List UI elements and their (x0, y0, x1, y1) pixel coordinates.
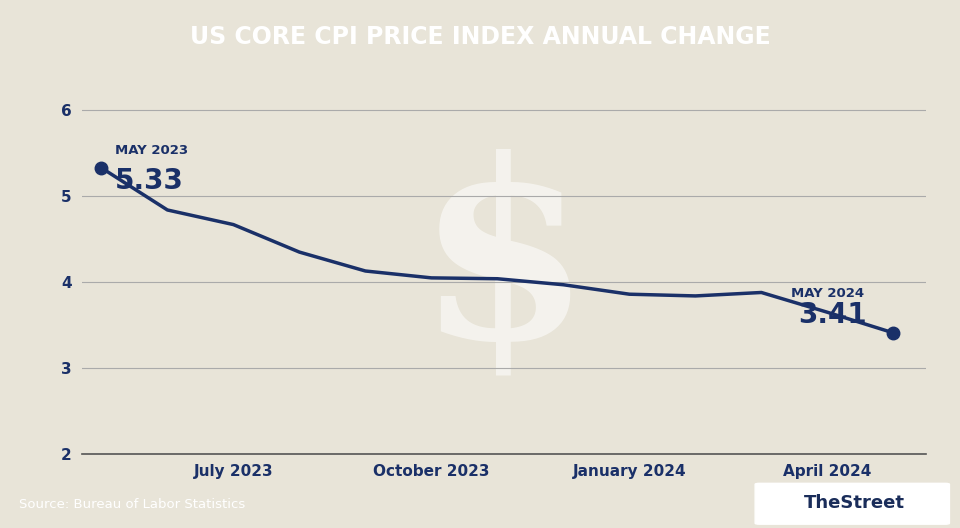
Text: $: $ (417, 148, 591, 390)
Text: MAY 2024: MAY 2024 (791, 287, 864, 300)
Text: 5.33: 5.33 (114, 167, 183, 195)
Text: 3.41: 3.41 (798, 300, 866, 328)
Text: US CORE CPI PRICE INDEX ANNUAL CHANGE: US CORE CPI PRICE INDEX ANNUAL CHANGE (190, 25, 770, 49)
Text: Source: Bureau of Labor Statistics: Source: Bureau of Labor Statistics (19, 498, 246, 511)
Text: TheStreet: TheStreet (804, 494, 905, 512)
FancyBboxPatch shape (756, 483, 949, 524)
Text: MAY 2023: MAY 2023 (114, 144, 188, 157)
